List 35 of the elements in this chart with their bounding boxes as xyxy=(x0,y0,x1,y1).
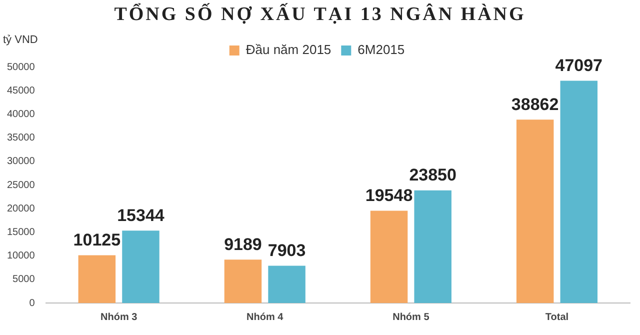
bar xyxy=(224,260,262,303)
bar xyxy=(516,120,554,303)
data-label: 47097 xyxy=(555,56,603,75)
bar xyxy=(268,266,306,303)
legend-label: 6M2015 xyxy=(358,42,405,58)
x-tick-label: Nhóm 4 xyxy=(246,312,284,323)
chart-title: TỔNG SỐ NỢ XẤU TẠI 13 NGÂN HÀNG xyxy=(113,4,527,26)
bar xyxy=(560,80,598,303)
data-label: 7903 xyxy=(268,240,306,260)
y-tick-label: 50000 xyxy=(6,62,36,73)
data-label: 19548 xyxy=(365,186,413,205)
y-tick-label: 15000 xyxy=(6,226,36,238)
legend-label: Đầu năm 2015 xyxy=(246,42,332,58)
data-label: 9189 xyxy=(224,234,262,254)
bar xyxy=(122,230,160,303)
data-label: 15344 xyxy=(117,206,165,225)
x-tick-label: Total xyxy=(545,312,569,323)
bar xyxy=(414,190,452,303)
y-tick-label: 20000 xyxy=(6,203,36,214)
data-label: 38862 xyxy=(511,94,559,114)
bar xyxy=(78,255,116,303)
y-tick-label: 45000 xyxy=(6,85,36,96)
y-tick-label: 40000 xyxy=(6,108,36,120)
y-tick-label: 25000 xyxy=(6,180,36,191)
y-tick-label: 10000 xyxy=(6,250,36,262)
x-tick-label: Nhóm 5 xyxy=(392,312,430,323)
y-tick-label: 30000 xyxy=(6,156,36,168)
data-label: 10125 xyxy=(73,230,121,250)
x-tick-label: Nhóm 3 xyxy=(100,312,138,323)
y-tick-label: 5000 xyxy=(12,274,36,286)
bar xyxy=(370,210,408,303)
y-tick-label: 0 xyxy=(29,298,36,309)
y-tick-label: 35000 xyxy=(6,132,36,144)
y-axis-title: tỷ VND xyxy=(3,34,38,46)
data-label: 23850 xyxy=(409,166,456,185)
